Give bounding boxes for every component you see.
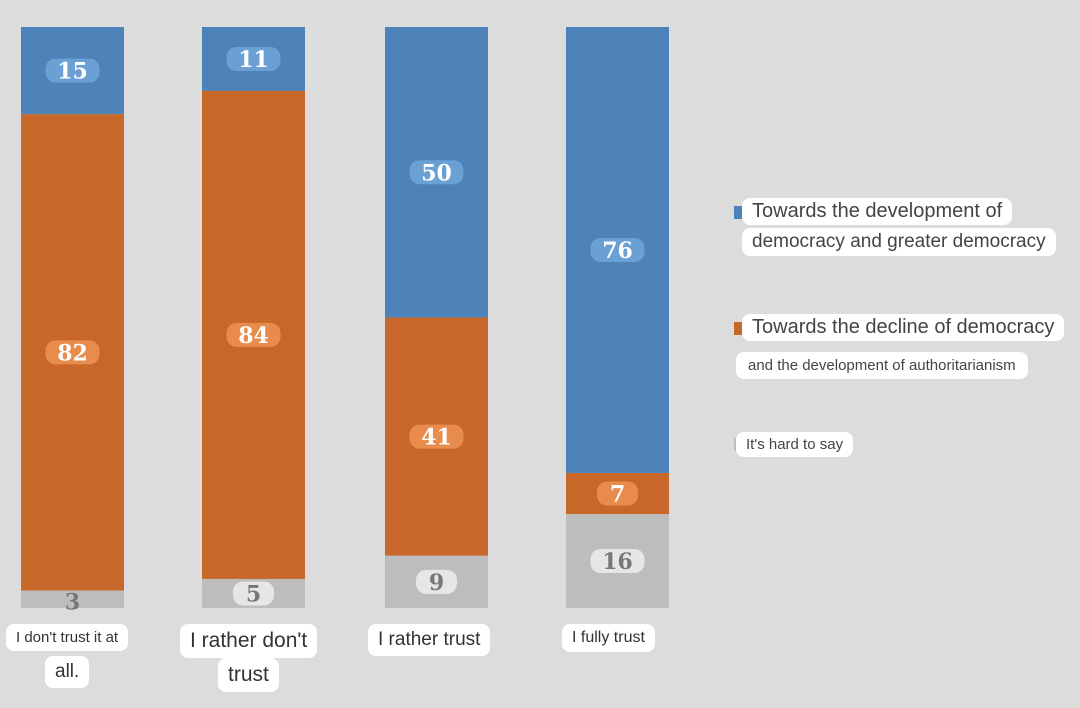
- legend-label-line: Towards the development of: [742, 198, 1013, 225]
- category-label-4: I fully trust: [562, 624, 655, 652]
- data-label-bg: [416, 569, 457, 594]
- category-label-1: all.: [45, 656, 90, 688]
- legend-swatch-blue: [734, 206, 745, 219]
- data-label-hard-to-say-3: 9: [429, 570, 444, 596]
- data-label-bg: [409, 424, 464, 449]
- data-label-development-3: 50: [421, 160, 452, 186]
- legend-swatch-orange: [734, 322, 745, 335]
- category-label-3: I rather trust: [368, 624, 491, 656]
- legend-label-line: democracy and greater democracy: [742, 228, 1056, 256]
- legend-label-line: and the development of authoritarianism: [736, 352, 1028, 379]
- data-label-bg: [45, 340, 100, 365]
- category-label-2: I rather don't: [180, 624, 318, 658]
- legend-label-line: It's hard to say: [736, 432, 854, 457]
- data-label-development-2: 11: [238, 47, 269, 73]
- data-label-bg: [45, 58, 100, 83]
- data-label-bg: [233, 581, 274, 606]
- data-label-bg: [590, 549, 645, 574]
- data-label-bg: [597, 481, 638, 506]
- data-label-development-4: 76: [602, 238, 633, 264]
- data-label-decline-3: 41: [421, 425, 452, 451]
- data-label-bg: [226, 46, 281, 71]
- data-label-hard-to-say-4: 16: [602, 549, 633, 575]
- data-label-bg: [590, 238, 645, 263]
- legend-label-line: Towards the decline of democracy: [742, 314, 1065, 341]
- data-label-hard-to-say-1: 3: [65, 589, 80, 615]
- category-label-1: I don't trust it at: [6, 624, 129, 651]
- bar-segment-hard-to-say-1[interactable]: [21, 590, 124, 608]
- data-label-decline-4: 7: [610, 482, 625, 508]
- data-label-decline-2: 84: [238, 323, 269, 349]
- data-label-hard-to-say-2: 5: [246, 581, 261, 607]
- data-label-bg: [226, 322, 281, 347]
- data-label-decline-1: 82: [57, 340, 88, 366]
- data-label-development-1: 15: [57, 59, 88, 85]
- category-label-2: trust: [218, 658, 279, 692]
- data-label-bg: [409, 160, 464, 185]
